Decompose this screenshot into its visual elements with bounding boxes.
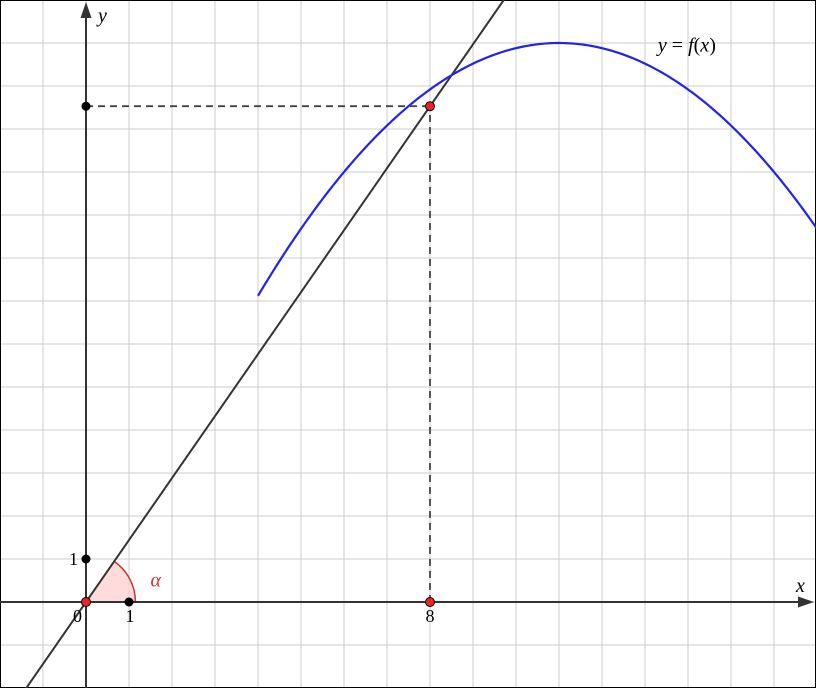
y-tick-1: 1 xyxy=(69,549,78,569)
point-black xyxy=(82,555,91,564)
x-tick-8: 8 xyxy=(426,606,435,626)
function-plot: x y 0 1 1 8 α y = f(x) xyxy=(0,0,816,688)
x-tick-1: 1 xyxy=(126,606,135,626)
point-red xyxy=(426,102,435,111)
curve-label: y = f(x) xyxy=(656,35,716,57)
x-axis-label: x xyxy=(795,575,805,597)
origin-label: 0 xyxy=(73,606,82,626)
point-red xyxy=(82,598,91,607)
point-black xyxy=(82,102,91,111)
y-axis-label: y xyxy=(96,5,107,27)
angle-label: α xyxy=(151,570,162,592)
chart-container: x y 0 1 1 8 α y = f(x) xyxy=(0,0,816,688)
